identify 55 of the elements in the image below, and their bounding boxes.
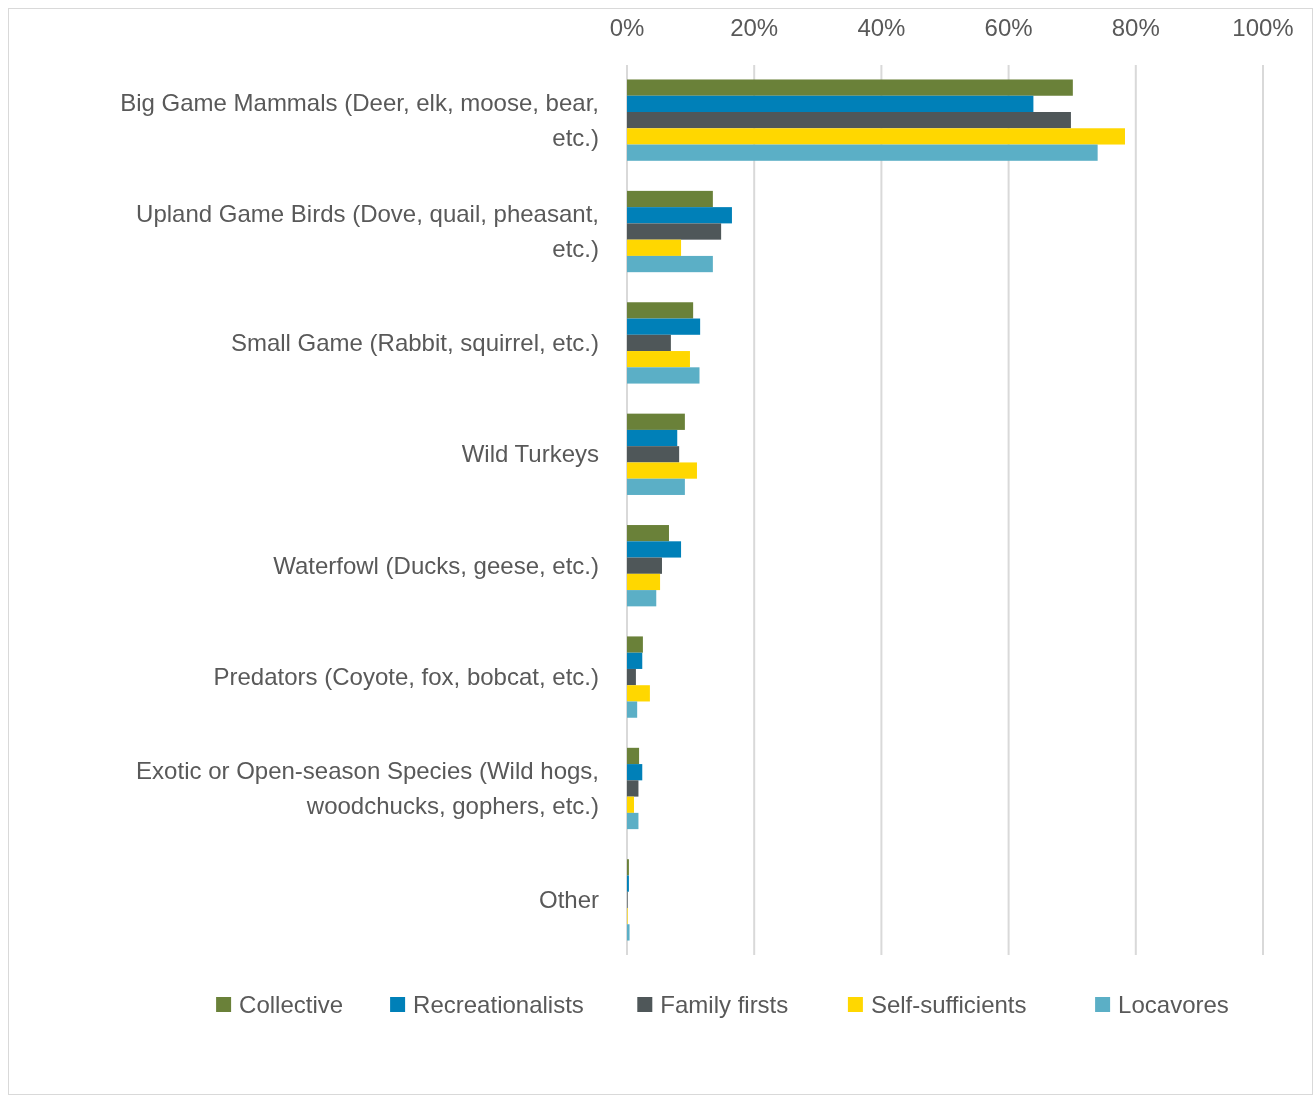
bar (627, 351, 690, 368)
bar (627, 112, 1071, 129)
bar (627, 334, 671, 352)
legend-label: Family firsts (660, 991, 789, 1018)
y-tick-label: Other (538, 885, 599, 913)
bar (627, 701, 638, 718)
bar (627, 318, 701, 335)
bar (627, 525, 669, 542)
bar (627, 367, 700, 384)
x-tick-label: 80% (1111, 14, 1160, 41)
bar (627, 668, 636, 686)
bar (627, 764, 643, 781)
y-tick-label: Wild Turkeys (461, 440, 599, 468)
bar (627, 812, 639, 830)
x-tick-label: 20% (730, 14, 779, 41)
y-tick-label: Small Game (Rabbit, squirrel, etc.) (230, 328, 599, 356)
bar (627, 128, 1125, 145)
bar (627, 207, 732, 224)
legend-label: Recreationalists (413, 991, 584, 1018)
x-tick-label: 100% (1232, 14, 1294, 41)
bar (627, 239, 682, 256)
bar (627, 685, 650, 702)
bar (627, 747, 640, 765)
bar (627, 590, 657, 607)
bar (627, 462, 697, 479)
x-tick-label: 60% (984, 14, 1033, 41)
bar (627, 223, 722, 240)
bar (627, 796, 634, 813)
legend-label: Collective (239, 991, 344, 1018)
bar (627, 95, 1034, 113)
bar (627, 429, 678, 447)
x-tick-label: 40% (857, 14, 906, 41)
bar (627, 924, 630, 941)
bar (627, 446, 680, 463)
bar (627, 541, 682, 558)
bar (627, 79, 1073, 96)
y-tick-label: Waterfowl (Ducks, geese, etc.) (273, 551, 599, 579)
bar (627, 557, 662, 574)
bar (627, 190, 713, 208)
bar (627, 413, 685, 430)
bar (627, 573, 661, 591)
legend-label: Self-sufficients (870, 991, 1027, 1018)
legend-label: Locavores (1118, 991, 1229, 1018)
bar (627, 478, 685, 495)
bar (627, 255, 713, 273)
x-tick-label: 0% (609, 14, 645, 41)
bar (627, 652, 643, 669)
y-tick-label: Big Game Mammals (Deer, elk, moose, bear, etc.) (120, 88, 599, 151)
bar (627, 780, 639, 797)
bar (627, 302, 694, 319)
y-tick-label: Exotic or Open-season Species (Wild hogs, woodchucks, gophers, etc.) (136, 756, 599, 819)
bar (627, 144, 1098, 161)
y-tick-label: Upland Game Birds (Dove, quail, pheasant, etc.) (136, 200, 599, 263)
y-tick-label: Predators (Coyote, fox, bobcat, etc.) (213, 663, 599, 691)
bar (627, 636, 643, 653)
